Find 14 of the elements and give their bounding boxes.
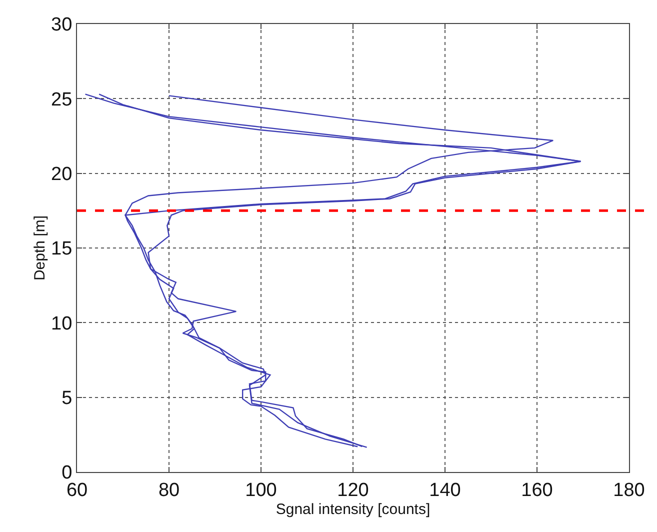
- y-tick-label: 10: [51, 313, 72, 334]
- x-tick-label: 140: [429, 480, 461, 501]
- x-tick-label: 160: [521, 480, 553, 501]
- x-tick-label: 120: [337, 480, 369, 501]
- y-tick-label: 25: [51, 89, 72, 110]
- x-tick-label: 180: [613, 480, 645, 501]
- x-tick-label: 80: [158, 480, 180, 501]
- x-axis-title: Sgnal intensity [counts]: [276, 500, 430, 518]
- y-tick-label: 20: [51, 164, 72, 185]
- y-tick-label: 30: [51, 14, 72, 36]
- y-axis-title: Depth [m]: [31, 215, 48, 281]
- y-tick-label: 5: [62, 388, 72, 409]
- y-tick-label: 15: [51, 238, 72, 260]
- x-tick-label: 100: [245, 480, 277, 501]
